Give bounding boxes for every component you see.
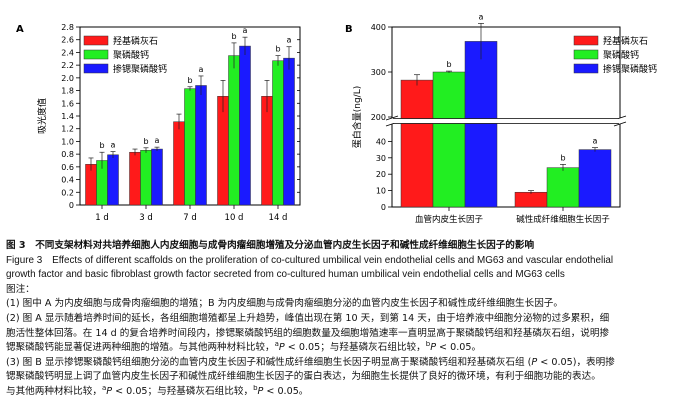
x-tick-label-a: 7 d xyxy=(183,213,197,223)
legend-label: 羟基磷灰石 xyxy=(603,35,648,47)
bar-b xyxy=(578,149,612,208)
caption-title-en-line2: growth factor and basic fibroblast growt… xyxy=(6,269,565,281)
caption-title-cn: 图 3 不同支架材料对共培养细胞人内皮细胞与成骨肉瘤细胞增殖及分泌血管内皮生长因… xyxy=(6,240,535,251)
legend-label: 掺锶聚磷酸钙 xyxy=(603,63,657,75)
y-tick-label-a: 0.8 xyxy=(61,150,74,159)
y-tick-label-a: 0.4 xyxy=(61,176,74,185)
significance-label-a: b xyxy=(275,45,280,54)
axis-break-mark xyxy=(385,115,399,121)
x-tick-label-a: 1 d xyxy=(95,213,109,223)
bar-a xyxy=(272,60,284,206)
legend-label: 聚磷酸钙 xyxy=(603,49,639,61)
significance-label-a: b xyxy=(143,137,148,146)
caption-note-1: (1) 图中 A 为内皮细胞与成骨肉瘤细胞的增殖；B 为内皮细胞与成骨肉瘤细胞分… xyxy=(6,298,563,310)
significance-label-a: a xyxy=(155,136,160,145)
y-axis-label-a: 吸光度值 xyxy=(36,98,48,134)
bar-a xyxy=(239,45,251,206)
significance-label-b: b xyxy=(560,153,565,162)
bar-a xyxy=(151,148,163,206)
y-tick-label-b: 20 xyxy=(376,170,386,179)
y-tick-label-b: 10 xyxy=(376,187,386,196)
bar-b xyxy=(546,167,580,208)
legend-swatch xyxy=(83,35,109,46)
y-tick-label-b: 400 xyxy=(371,23,386,32)
significance-label-a: a xyxy=(111,141,116,150)
caption-note-3a: (3) 图 B 显示掺锶聚磷酸钙组细胞分泌的血管内皮生长因子和碱性成纤维细胞生长… xyxy=(6,356,615,368)
y-tick-label-b: 300 xyxy=(371,68,386,77)
significance-label-b: a xyxy=(479,12,484,21)
bar-a xyxy=(283,57,295,206)
axis-break-mark xyxy=(613,121,627,127)
caption-note-2a: (2) 图 A 显示随着培养时间的延长，各组细胞增殖都呈上升趋势，峰值出现在第 … xyxy=(6,312,610,324)
legend-label: 聚磷酸钙 xyxy=(113,49,149,61)
bar-b xyxy=(400,79,434,208)
x-tick-label-b: 碱性成纤维细胞生长因子 xyxy=(516,214,610,225)
x-tick-label-a: 10 d xyxy=(225,213,244,223)
y-axis-label-b: 蛋白含量(ng/L) xyxy=(351,86,363,149)
y-tick-label-a: 2.4 xyxy=(61,48,74,57)
bar-a xyxy=(261,96,273,206)
bar-a xyxy=(195,85,207,206)
caption-note-2b: 胞活性整体回落。在 14 d 的复合培养时间段内，掺锶聚磷酸钙组的细胞数量及细胞… xyxy=(6,327,610,339)
chart-a: A 0 0.2 0.4 0.6 0.8 1.0 1.2 1.4 1.6 1.8 2.0 2.2 2.4 2.… xyxy=(16,23,301,223)
x-tick-label-a: 3 d xyxy=(139,213,153,223)
caption-note-3b: 锶聚磷酸钙明显上调了血管内皮生长因子和碱性成纤维细胞生长因子的蛋白表达，为细胞生… xyxy=(6,371,601,383)
figure-caption: 图 3 不同支架材料对共培养细胞人内皮细胞与成骨肉瘤细胞增殖及分泌血管内皮生长因… xyxy=(6,239,688,400)
significance-label-b: b xyxy=(446,60,451,69)
caption-title-en-line1: Figure 3 Effects of different scaffolds … xyxy=(6,254,614,266)
y-tick-label-a: 1.4 xyxy=(61,112,74,121)
significance-label-a: b xyxy=(187,76,192,85)
legend-swatch xyxy=(573,63,599,74)
legend-swatch xyxy=(83,49,109,60)
y-tick-label-b: 0 xyxy=(381,203,386,212)
y-tick-label-a: 1.6 xyxy=(61,99,74,108)
bar-a xyxy=(173,121,185,206)
y-tick-label-a: 0.6 xyxy=(61,163,74,172)
legend-swatch xyxy=(573,49,599,60)
bar-a xyxy=(184,88,196,206)
bar-b xyxy=(464,41,498,208)
significance-label-a: a xyxy=(243,26,248,35)
y-tick-label-a: 2.6 xyxy=(61,36,74,45)
legend-label: 羟基磷灰石 xyxy=(113,35,158,47)
y-tick-label-a: 0.2 xyxy=(61,188,74,197)
y-tick-label-a: 2.2 xyxy=(61,61,74,70)
significance-label-a: a xyxy=(199,65,204,74)
significance-label-b: a xyxy=(593,137,598,146)
y-tick-label-a: 1.2 xyxy=(61,125,74,134)
y-tick-label-a: 2.8 xyxy=(61,23,74,32)
x-tick-label-a: 14 d xyxy=(269,213,288,223)
panel-label-a: A xyxy=(16,24,24,35)
bar-a xyxy=(129,151,141,206)
significance-label-a: a xyxy=(287,36,292,45)
y-tick-label-a: 0 xyxy=(69,201,74,210)
legend-swatch xyxy=(83,63,109,74)
bar-b xyxy=(514,191,548,208)
legend-swatch xyxy=(573,35,599,46)
figure: A 0 0.2 0.4 0.6 0.8 1.0 1.2 1.4 1.6 1.8 2.0 2.2 2.4 2.… xyxy=(16,12,657,225)
y-tick-label-b: 40 xyxy=(376,137,386,146)
caption-note-3c: 与其他两种材料比较，aP < 0.05；与羟基磷灰石组比较，bP < 0.05。 xyxy=(6,384,309,397)
y-tick-label-a: 1.8 xyxy=(61,87,74,96)
bar-a xyxy=(140,150,152,206)
legend-label: 掺锶聚磷酸钙 xyxy=(113,63,167,75)
caption-note-heading: 图注： xyxy=(6,283,35,295)
bar-b xyxy=(432,71,466,208)
y-tick-label-b: 30 xyxy=(376,154,386,163)
chart-area: A 0 0.2 0.4 0.6 0.8 1.0 1.2 1.4 1.6 1.8 2.0 2.2 2.4 2.… xyxy=(16,12,657,225)
y-tick-label-a: 1.0 xyxy=(61,137,74,146)
significance-label-a: b xyxy=(99,141,104,150)
significance-label-a: b xyxy=(231,32,236,41)
bar-a xyxy=(107,154,119,206)
bar-a xyxy=(228,55,240,206)
panel-label-b: B xyxy=(345,24,353,35)
x-tick-label-b: 血管内皮生长因子 xyxy=(415,214,484,225)
y-tick-label-a: 2.0 xyxy=(61,74,74,83)
caption-note-2c: 锶聚磷酸钙能显著促进两种细胞的增殖。与其他两种材料比较，aP < 0.05；与羟… xyxy=(6,341,482,354)
axis-break-gap xyxy=(393,118,619,124)
bar-a xyxy=(217,96,229,206)
chart-b: B 200 300 400 0 10 20 30 40 蛋白含量(ng/L) 血管内皮生长因子 b a 碱… xyxy=(345,12,657,225)
y-tick-label-b: 200 xyxy=(371,113,386,122)
